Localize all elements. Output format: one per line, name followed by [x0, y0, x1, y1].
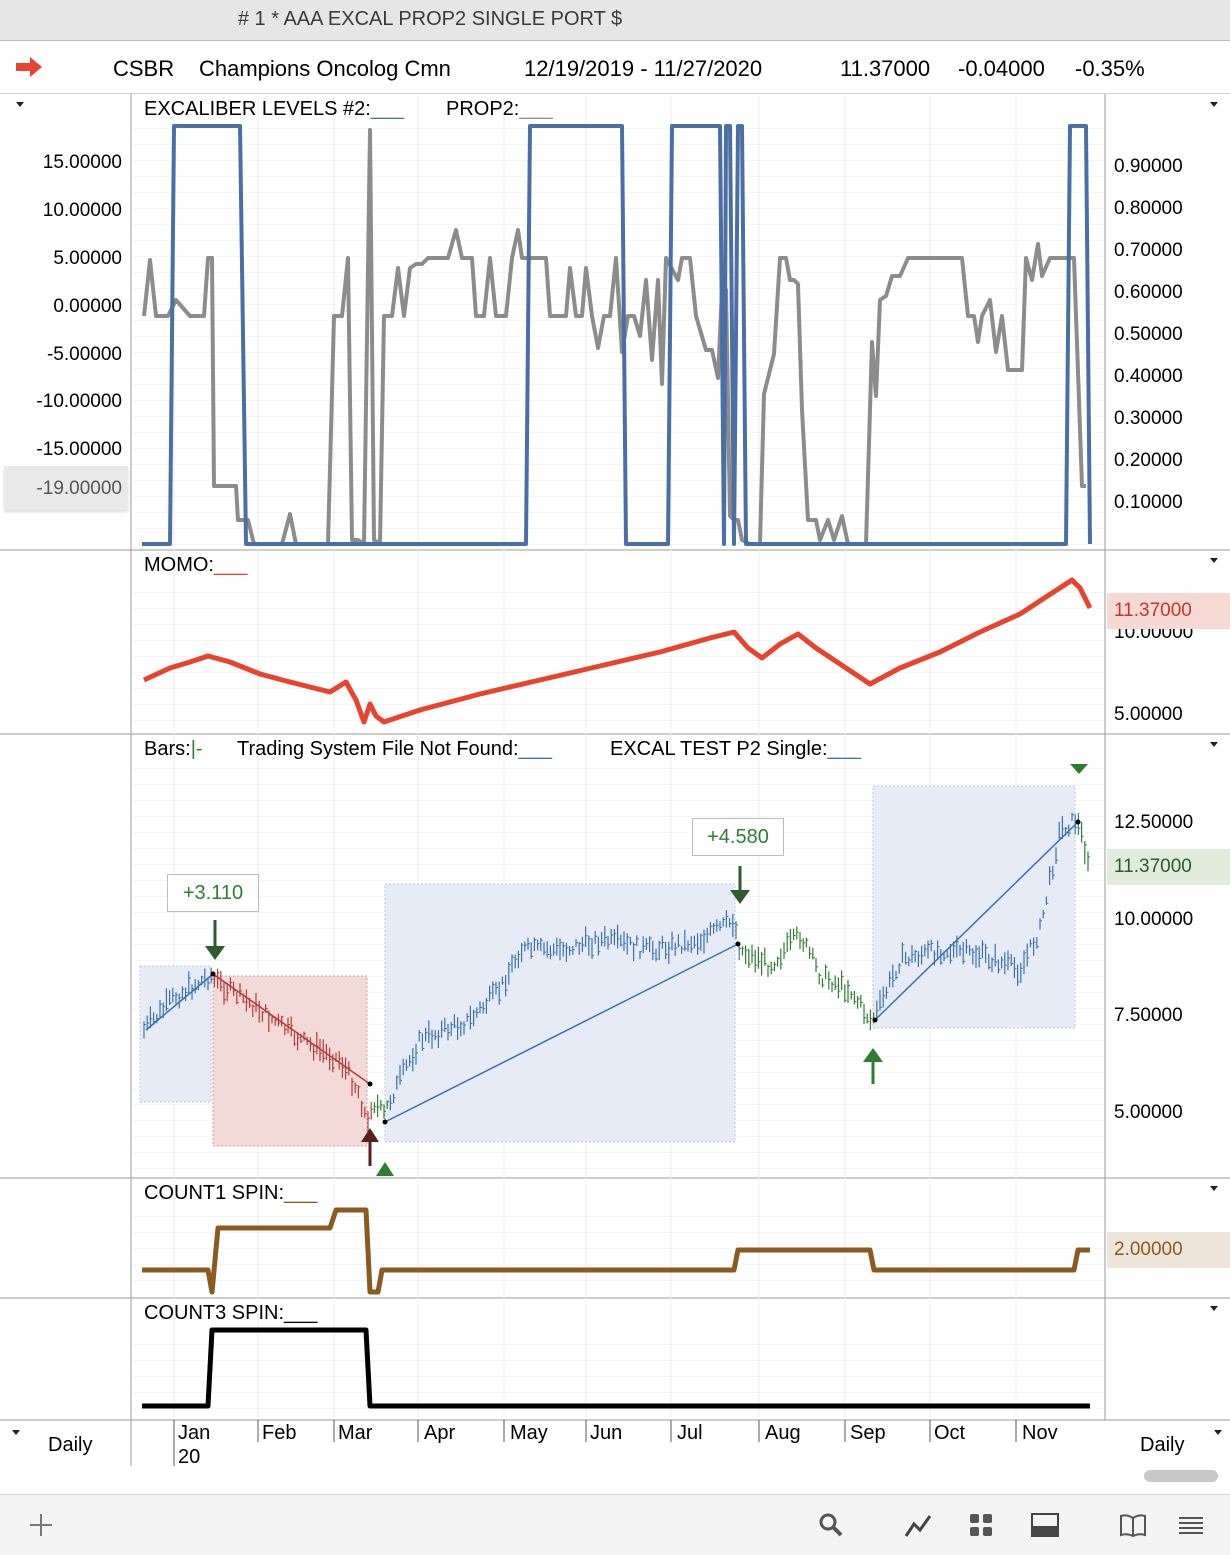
bars-label[interactable]: Bars:|- — [144, 738, 203, 760]
excaliber-blue-line — [142, 124, 1092, 546]
left-tick: 0.00000 — [53, 296, 122, 317]
month-label: Jul — [677, 1422, 703, 1444]
right-tick: 12.50000 — [1114, 812, 1194, 833]
left-tick: -10.00000 — [36, 391, 122, 412]
chevron-down-icon[interactable] — [1210, 102, 1218, 107]
price-change-pct: -0.35% — [1075, 56, 1145, 81]
month-label: Mar — [338, 1422, 373, 1444]
horizontal-scrollbar[interactable] — [1144, 1470, 1218, 1482]
left-tick: 15.00000 — [42, 152, 122, 173]
price-bars — [143, 812, 1090, 1132]
red-right-arrow-icon[interactable] — [14, 55, 44, 79]
count3-line — [142, 1327, 1090, 1409]
chevron-down-icon[interactable] — [1210, 558, 1218, 563]
last-price: 11.37000 — [840, 56, 931, 81]
trade-result-label: +3.110 — [167, 874, 259, 912]
count1-label[interactable]: COUNT1 SPIN:___ — [144, 1182, 318, 1204]
year-label: 20 — [178, 1446, 201, 1468]
trade-box-long-2 — [384, 883, 736, 1143]
chevron-down-icon[interactable] — [12, 1430, 20, 1435]
right-tick: 0.50000 — [1114, 324, 1183, 345]
down-arrow-icon — [1070, 764, 1088, 774]
month-label: Aug — [765, 1422, 801, 1444]
month-label: Feb — [262, 1422, 297, 1444]
menu-icon[interactable] — [1176, 1510, 1206, 1540]
trade-line-1 — [145, 973, 214, 1031]
trade-line-2 — [384, 943, 739, 1123]
up-arrow-icon — [863, 1048, 883, 1084]
prop2-label[interactable]: PROP2:___ — [446, 98, 553, 120]
trading-system-label[interactable]: Trading System File Not Found:___ — [237, 738, 552, 760]
left-tick: -5.00000 — [46, 344, 122, 365]
left-value-highlight — [4, 466, 128, 510]
date-range: 12/19/2019 - 11/27/2020 — [524, 56, 763, 81]
up-arrow-icon — [361, 1128, 379, 1166]
up-arrow-icon — [376, 1162, 394, 1176]
chevron-down-icon[interactable] — [1210, 1306, 1218, 1311]
excaliber-label[interactable]: EXCALIBER LEVELS #2:___ — [144, 98, 405, 120]
grid-icon[interactable] — [966, 1510, 996, 1540]
trade-line-short — [212, 973, 371, 1085]
right-tick: 0.40000 — [1114, 366, 1183, 387]
down-arrow-icon — [205, 920, 225, 960]
right-tick: 5.00000 — [1114, 704, 1183, 725]
month-label: Jan — [178, 1422, 211, 1444]
momo-red-line — [142, 577, 1093, 725]
count3-label[interactable]: COUNT3 SPIN:___ — [144, 1302, 318, 1324]
left-highlight-value: -19.00000 — [36, 478, 122, 499]
down-arrow-icon — [730, 866, 750, 904]
month-label: Nov — [1022, 1422, 1058, 1444]
chevron-down-icon[interactable] — [16, 102, 24, 107]
right-tick: 0.30000 — [1114, 408, 1183, 429]
right-tick: 0.20000 — [1114, 450, 1183, 471]
left-tick: 10.00000 — [42, 200, 122, 221]
prop2-gray-line — [142, 128, 1086, 546]
month-label: Jun — [590, 1422, 623, 1444]
right-tick: 7.50000 — [1114, 1005, 1183, 1026]
month-label: May — [510, 1422, 548, 1444]
momo-value-tag: 11.37000 — [1107, 593, 1230, 629]
right-tick: 0.70000 — [1114, 240, 1183, 261]
right-tick: 0.90000 — [1114, 156, 1183, 177]
title-bar: # 1 * AAA EXCAL PROP2 SINGLE PORT $ — [0, 0, 1230, 41]
symbol: CSBR — [113, 56, 175, 81]
count1-value-tag: 2.00000 — [1107, 1232, 1230, 1268]
trade-result-label: +4.580 — [692, 818, 784, 856]
window-title: # 1 * AAA EXCAL PROP2 SINGLE PORT $ — [237, 8, 623, 30]
book-icon[interactable] — [1118, 1510, 1148, 1540]
right-tick: 10.00000 — [1114, 909, 1194, 930]
chevron-down-icon[interactable] — [1210, 742, 1218, 747]
bottom-toolbar — [0, 1494, 1230, 1555]
right-tick: 0.60000 — [1114, 282, 1183, 303]
momo-label[interactable]: MOMO:___ — [144, 554, 248, 576]
add-icon[interactable] — [26, 1510, 56, 1540]
bars-value-tag: 11.37000 — [1107, 849, 1230, 885]
chevron-down-icon[interactable] — [1210, 1186, 1218, 1191]
period-right[interactable]: Daily — [1140, 1434, 1185, 1456]
company-name: Champions Oncolog Cmn — [199, 56, 451, 81]
right-tick: 0.10000 — [1114, 492, 1183, 513]
line-tool-icon[interactable] — [904, 1510, 934, 1540]
price-change: -0.04000 — [958, 56, 1045, 81]
excal-test-label[interactable]: EXCAL TEST P2 Single:___ — [610, 738, 861, 760]
right-tick: 5.00000 — [1114, 1102, 1183, 1123]
month-label: Apr — [424, 1422, 456, 1444]
search-icon[interactable] — [816, 1510, 846, 1540]
symbol-header: CSBR Champions Oncolog Cmn 12/19/2019 - … — [0, 41, 1230, 94]
left-tick: -15.00000 — [36, 439, 122, 460]
left-tick: 5.00000 — [53, 248, 122, 269]
chevron-down-icon[interactable] — [1214, 1430, 1222, 1435]
trade-box-short — [212, 975, 368, 1147]
trade-line-3 — [874, 821, 1079, 1021]
trade-box-long-3 — [872, 785, 1076, 1029]
count1-line — [142, 1207, 1090, 1295]
right-tick: 0.80000 — [1114, 198, 1183, 219]
period-left[interactable]: Daily — [48, 1434, 93, 1456]
panel-icon[interactable] — [1030, 1510, 1060, 1540]
month-label: Sep — [850, 1422, 886, 1444]
month-label: Oct — [934, 1422, 966, 1444]
trade-box-long-1 — [139, 965, 212, 1103]
